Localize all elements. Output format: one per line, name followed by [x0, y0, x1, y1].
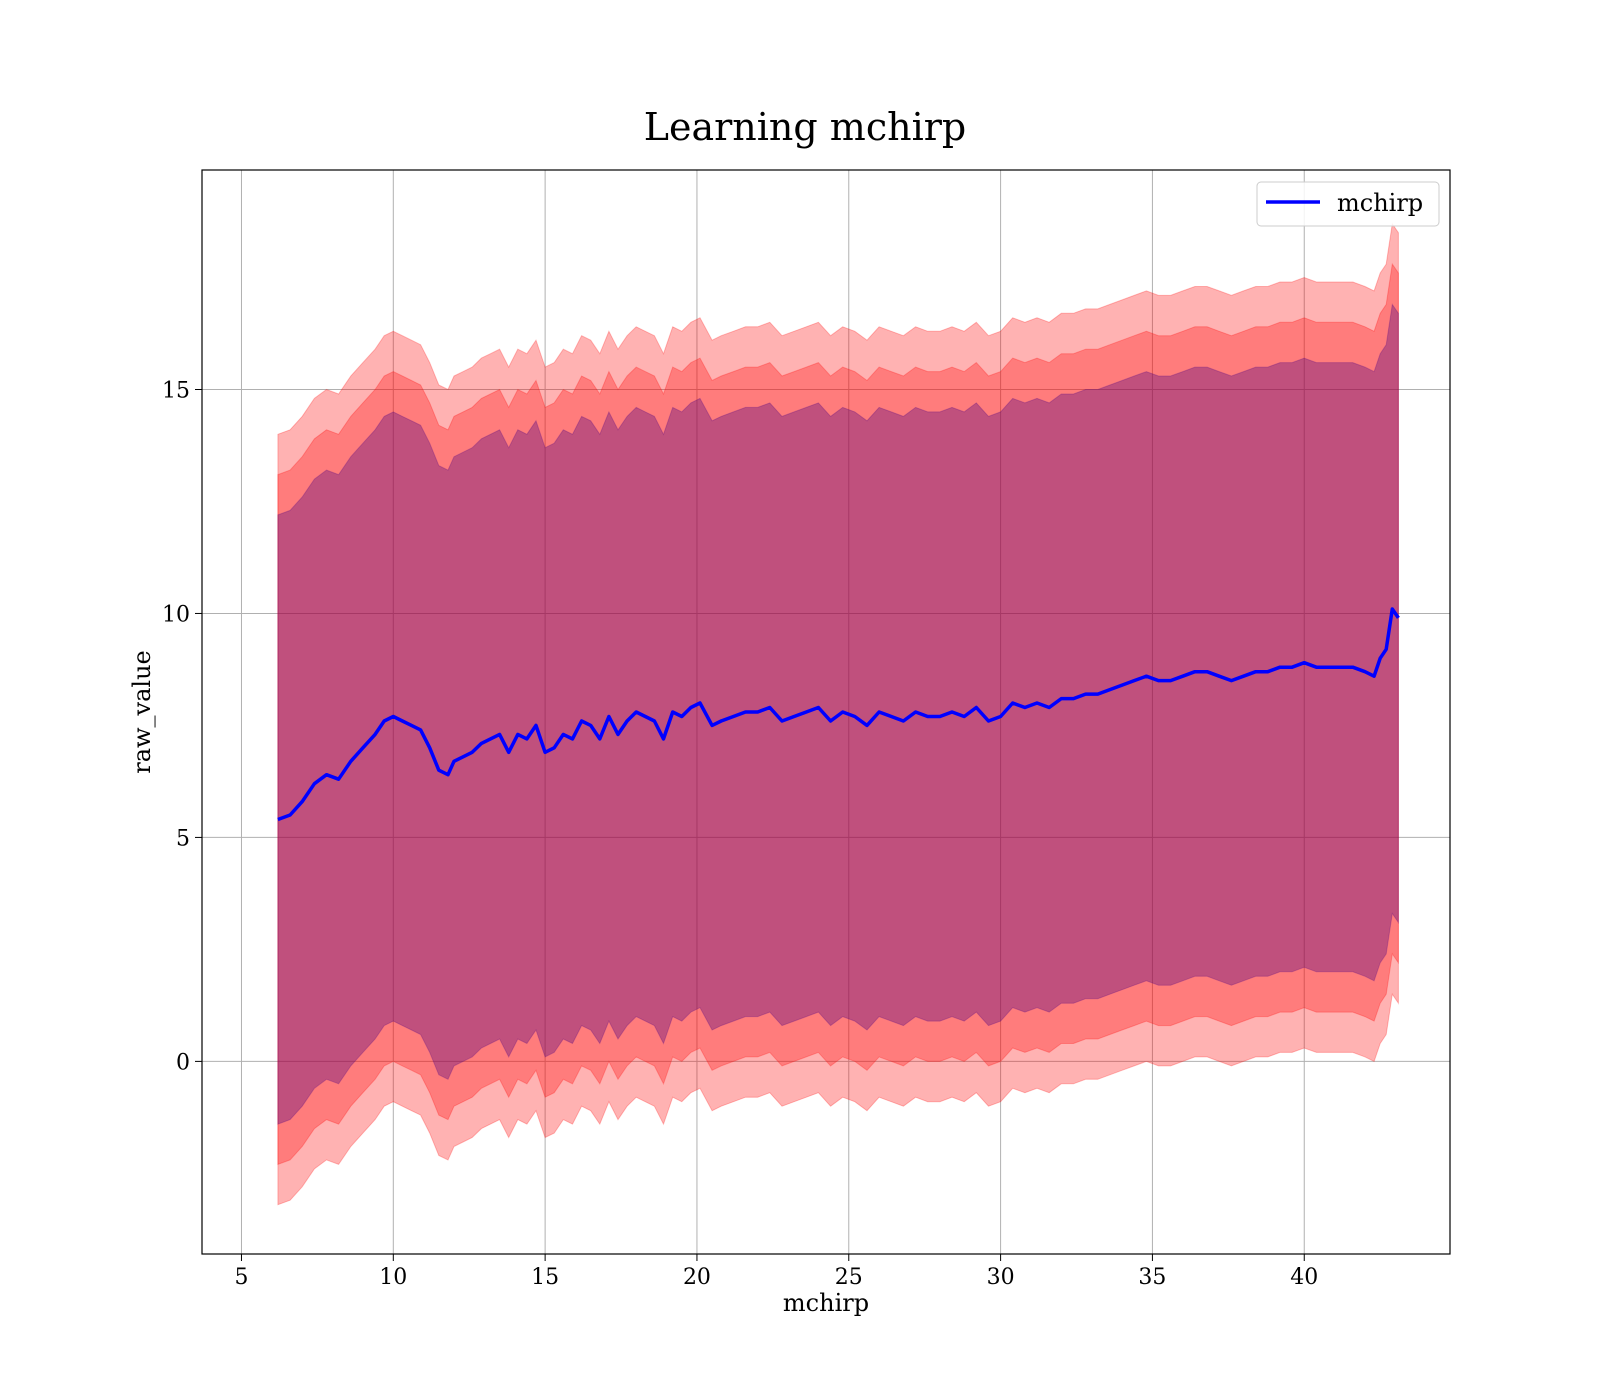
series-line-mchirp	[277, 607, 1400, 822]
x-axis-label: mchirp	[783, 1289, 869, 1317]
series-lines	[277, 607, 1400, 822]
y-tick-label: 0	[176, 1050, 190, 1075]
x-tick-label: 5	[234, 1265, 248, 1290]
x-tick-label: 25	[835, 1265, 863, 1290]
legend-box	[1256, 181, 1440, 227]
y-tick-label: 10	[162, 602, 190, 627]
x-tick-label: 15	[531, 1265, 559, 1290]
legend: mchirp	[1256, 181, 1440, 227]
y-tick-label: 5	[176, 826, 190, 851]
legend-entry-mchirp: mchirp	[1337, 189, 1423, 217]
chart-title: Learning mchirp	[644, 105, 966, 149]
x-tick-label: 10	[379, 1265, 407, 1290]
x-tick-label: 30	[987, 1265, 1015, 1290]
x-tick-label: 35	[1138, 1265, 1166, 1290]
ticks: 5 10 15 20 25 30 35 40 0 5 10 15	[162, 378, 1318, 1290]
y-axis-label: raw_value	[128, 650, 156, 774]
y-tick-label: 15	[162, 378, 190, 403]
grid	[202, 170, 1450, 1254]
plot-frame	[201, 169, 1451, 1255]
x-tick-label: 20	[683, 1265, 711, 1290]
x-tick-label: 40	[1290, 1265, 1318, 1290]
